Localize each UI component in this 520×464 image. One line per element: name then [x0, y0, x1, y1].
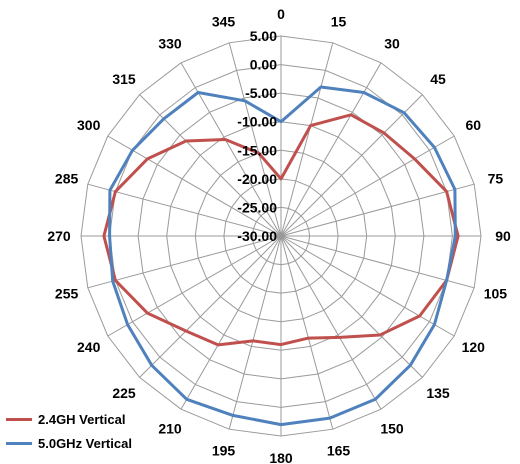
angle-label-285: 285 — [55, 171, 79, 187]
angle-label-60: 60 — [466, 117, 482, 133]
angle-label-75: 75 — [488, 171, 504, 187]
angle-label-225: 225 — [112, 385, 136, 401]
legend: 2.4GH Vertical 5.0GHz Vertical — [6, 408, 132, 456]
angle-label-210: 210 — [158, 420, 182, 436]
grid-spoke-210 — [180, 235, 282, 410]
grid-spoke-285 — [87, 183, 282, 237]
r-tick-label-4: -10.00 — [237, 114, 277, 130]
grid-spoke-15 — [280, 42, 334, 237]
grid-spoke-240 — [107, 235, 282, 337]
grid-spoke-75 — [280, 183, 475, 237]
angle-label-255: 255 — [55, 286, 79, 302]
legend-swatch-2-4ghz — [6, 417, 32, 421]
angle-label-195: 195 — [212, 442, 236, 458]
series-line-1 — [108, 85, 457, 427]
angle-labels: 0 15 30 45 60 75 90 105 120 135 150 165 180 195 210 225… — [47, 6, 511, 464]
r-tick-label-5: -5.00 — [245, 85, 277, 101]
legend-label-5-0ghz: 5.0GHz Vertical — [38, 435, 132, 451]
r-tick-label-0: -30.00 — [237, 228, 277, 244]
grid-spoke-105 — [280, 235, 475, 289]
grid-spoke-255 — [87, 235, 282, 289]
r-tick-label-7: 5.00 — [250, 28, 277, 44]
grid-spoke-150 — [280, 235, 382, 410]
legend-label-2-4ghz: 2.4GH Vertical — [38, 411, 126, 427]
angle-label-120: 120 — [462, 339, 486, 355]
series-line-0 — [102, 113, 460, 347]
angle-label-90: 90 — [495, 228, 511, 244]
grid-spoke-120 — [280, 235, 455, 337]
angle-label-165: 165 — [327, 442, 351, 458]
angle-label-315: 315 — [112, 71, 136, 87]
grid-spoke-300 — [107, 135, 282, 237]
angle-label-45: 45 — [430, 71, 446, 87]
r-tick-label-1: -25.00 — [237, 199, 277, 215]
angle-label-105: 105 — [484, 286, 508, 302]
grid-spoke-225 — [139, 235, 282, 378]
angle-label-135: 135 — [426, 385, 450, 401]
radial-tick-labels: -30.00 -25.00 -20.00 -15.00 -10.00 -5.00 0.00 5… — [237, 28, 277, 244]
legend-item-2-4ghz[interactable]: 2.4GH Vertical — [6, 408, 132, 430]
grid-spoke-135 — [280, 235, 423, 378]
angle-label-150: 150 — [380, 420, 404, 436]
r-tick-label-6: 0.00 — [250, 57, 277, 73]
angle-label-15: 15 — [331, 14, 347, 30]
angle-label-30: 30 — [384, 36, 400, 52]
angle-label-0: 0 — [277, 6, 285, 22]
grid-spoke-60 — [280, 135, 455, 237]
angle-label-270: 270 — [47, 228, 71, 244]
series-layer — [102, 85, 460, 427]
grid-spoke-45 — [280, 94, 423, 237]
angle-label-240: 240 — [77, 339, 101, 355]
angle-label-300: 300 — [77, 117, 101, 133]
legend-swatch-5-0ghz — [6, 441, 32, 445]
angle-label-345: 345 — [212, 14, 236, 30]
r-tick-label-2: -20.00 — [237, 171, 277, 187]
grid-spoke-345 — [228, 42, 282, 237]
grid-spoke-165 — [280, 235, 334, 430]
r-tick-label-3: -15.00 — [237, 142, 277, 158]
legend-item-5-0ghz[interactable]: 5.0GHz Vertical — [6, 432, 132, 454]
grid-spokes — [81, 36, 481, 436]
angle-label-330: 330 — [158, 36, 182, 52]
grid-spoke-195 — [228, 235, 282, 430]
angle-label-180: 180 — [269, 450, 293, 464]
